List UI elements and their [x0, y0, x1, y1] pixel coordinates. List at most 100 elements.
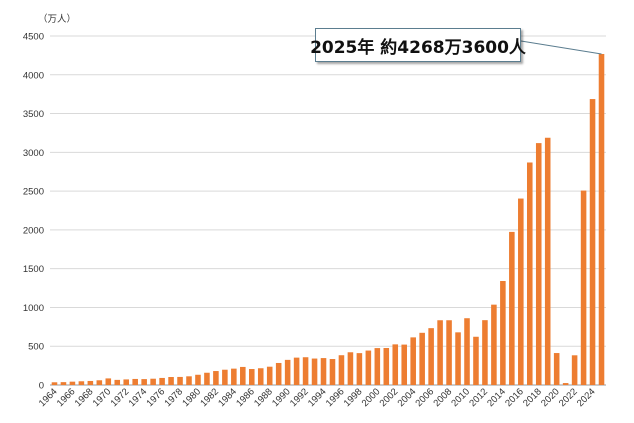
y-tick-label: 1000 — [23, 303, 44, 314]
bar-2004 — [410, 337, 416, 385]
bar-1968 — [87, 380, 94, 385]
bar-2012 — [482, 320, 488, 385]
x-tick-label: 2010 — [449, 386, 472, 409]
y-tick-label: 2500 — [23, 187, 44, 198]
bar-2015 — [509, 231, 515, 385]
bar-2001 — [383, 348, 390, 385]
bar-1980 — [195, 374, 201, 385]
bar-2010 — [464, 318, 470, 385]
bar-1976 — [159, 377, 165, 385]
bar-2022 — [571, 355, 578, 385]
x-tick-label: 2022 — [557, 386, 580, 409]
bar-1999 — [365, 350, 372, 385]
bar-2002 — [392, 344, 399, 385]
y-tick-label: 3000 — [23, 148, 44, 159]
bar-1990 — [284, 359, 291, 385]
x-tick-label: 1992 — [288, 386, 311, 409]
bar-1982 — [213, 371, 219, 385]
bar-1984 — [231, 368, 237, 385]
bar-1995 — [329, 359, 336, 385]
x-tick-label: 1996 — [324, 386, 347, 409]
bar-2019 — [544, 137, 551, 385]
x-tick-label: 2006 — [414, 386, 437, 409]
bar-2021 — [562, 383, 569, 385]
x-tick-label: 1990 — [270, 386, 293, 409]
bar-1987 — [257, 368, 264, 385]
bar-1965 — [60, 382, 67, 385]
annotation-leader-line — [520, 40, 602, 55]
bar-1985 — [240, 366, 246, 385]
bar-2006 — [428, 328, 434, 385]
y-tick-label: 4500 — [23, 32, 44, 43]
bar-1988 — [266, 366, 273, 385]
x-tick-label: 1972 — [109, 386, 132, 409]
bars — [51, 53, 605, 385]
x-tick-label: 1984 — [216, 386, 239, 409]
x-tick-label: 1988 — [252, 386, 275, 409]
x-tick-label: 2014 — [485, 386, 508, 409]
x-tick-label: 2008 — [431, 386, 454, 409]
bar-1997 — [347, 352, 354, 385]
bar-2011 — [473, 336, 479, 385]
bar-1994 — [320, 358, 327, 385]
bar-2009 — [455, 332, 461, 385]
bar-2016 — [518, 198, 524, 385]
bar-1998 — [356, 353, 363, 385]
y-tick-label: 500 — [28, 342, 44, 353]
bar-1986 — [248, 369, 255, 385]
x-tick-label: 1998 — [342, 386, 365, 409]
x-tick-label: 1986 — [234, 386, 257, 409]
x-tick-label: 1994 — [306, 386, 329, 409]
bar-2020 — [553, 353, 560, 385]
bar-1966 — [69, 381, 76, 385]
bar-1969 — [96, 380, 103, 385]
bar-2025 — [598, 53, 605, 385]
bar-2000 — [374, 348, 381, 385]
y-tick-label: 3500 — [23, 109, 44, 120]
bar-1973 — [132, 378, 138, 385]
x-tick-label: 2016 — [503, 386, 526, 409]
bar-1972 — [123, 379, 130, 385]
y-axis-unit-label: （万人） — [38, 13, 76, 25]
bar-1964 — [51, 382, 58, 385]
bar-1979 — [186, 376, 192, 385]
x-tick-label: 1968 — [73, 386, 96, 409]
x-tick-label: 1978 — [162, 386, 185, 409]
bar-1970 — [105, 378, 112, 385]
annotation-callout: 2025年 約4268万3600人 — [310, 28, 526, 62]
bar-1992 — [302, 357, 309, 385]
x-tick-label: 1982 — [198, 386, 221, 409]
bar-2003 — [401, 344, 408, 385]
bar-2023 — [580, 190, 587, 385]
bar-1991 — [293, 357, 300, 385]
x-tick-label: 2018 — [521, 386, 544, 409]
bar-1971 — [114, 379, 121, 385]
x-axis-tick-labels: 1964196619681970197219741976197819801982… — [37, 386, 598, 409]
bar-1967 — [78, 381, 85, 385]
x-tick-label: 1966 — [55, 386, 78, 409]
x-tick-label: 2020 — [539, 386, 562, 409]
x-tick-label: 2012 — [467, 386, 490, 409]
x-tick-label: 1976 — [144, 386, 167, 409]
bar-1993 — [311, 358, 318, 385]
bar-1978 — [177, 376, 183, 385]
y-axis-tick-labels: 0 500 1000 1500 2000 2500 3000 3500 4000 4500 — [23, 32, 44, 392]
y-tick-label: 4000 — [23, 70, 44, 81]
bar-1981 — [204, 372, 210, 385]
bar-2017 — [526, 162, 533, 385]
y-tick-label: 2000 — [23, 225, 44, 236]
x-tick-label: 2000 — [360, 386, 383, 409]
bar-1974 — [141, 379, 147, 385]
y-tick-label: 0 — [39, 381, 44, 392]
x-tick-label: 1970 — [91, 386, 114, 409]
y-tick-label: 1500 — [23, 264, 44, 275]
x-tick-label: 2002 — [378, 386, 401, 409]
bar-1996 — [338, 355, 345, 385]
x-tick-label: 2004 — [396, 386, 419, 409]
bar-2024 — [589, 99, 596, 385]
bar-1989 — [275, 362, 282, 385]
x-tick-label: 1980 — [180, 386, 203, 409]
bar-2008 — [446, 320, 452, 385]
bar-1983 — [222, 369, 228, 385]
